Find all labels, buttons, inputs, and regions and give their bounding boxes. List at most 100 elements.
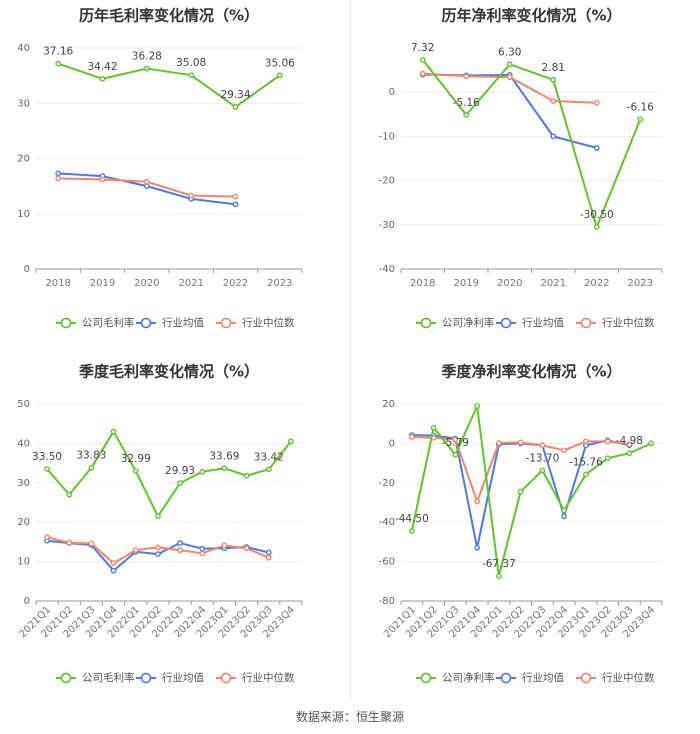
- y-tick-label: -40: [379, 517, 395, 528]
- y-tick-label: 30: [17, 478, 30, 489]
- data-point-median: [506, 74, 513, 81]
- data-point-median: [232, 193, 239, 200]
- y-tick-label: -30: [379, 220, 395, 231]
- data-point-company: [265, 466, 272, 473]
- data-point-median: [626, 441, 633, 448]
- data-point-company: [155, 513, 161, 520]
- data-point-median: [539, 442, 546, 449]
- data-label: -5.16: [453, 97, 480, 109]
- legend-marker: [140, 672, 152, 684]
- data-point-company: [430, 424, 437, 431]
- data-point-company: [44, 466, 50, 472]
- data-point-median: [593, 99, 600, 106]
- data-label: 2.81: [542, 62, 565, 74]
- data-label: -6.16: [627, 101, 654, 113]
- y-tick-label: 50: [17, 399, 30, 410]
- legend-label: 行业均值: [522, 316, 564, 329]
- data-point-median: [132, 547, 139, 554]
- series-line-company: [46, 430, 292, 518]
- data-point-median: [110, 560, 117, 567]
- y-tick-label: -60: [379, 557, 395, 568]
- data-point-avg: [155, 551, 161, 558]
- data-point-avg: [550, 133, 557, 140]
- legend-item-median: 行业中位数: [576, 316, 655, 329]
- x-tick-label: 2021: [178, 278, 203, 289]
- x-tick-label: 2020: [497, 278, 522, 289]
- chart-title: 季度毛利率变化情况（%）: [79, 363, 259, 381]
- data-point-avg: [110, 567, 117, 574]
- data-label: 33.69: [209, 450, 239, 462]
- data-point-median: [561, 447, 568, 454]
- data-point-median: [419, 70, 426, 77]
- y-tick-label: 10: [17, 209, 30, 220]
- data-point-company: [132, 468, 139, 474]
- data-label: -67.37: [482, 558, 516, 570]
- chart-title: 季度净利率变化情况（%）: [441, 363, 621, 381]
- chart-panel-1: 历年毛利率变化情况（%） 0 10 20 30 40 2018 2019 2020 2021 202…: [17, 7, 303, 329]
- legend-marker: [500, 317, 512, 329]
- data-label: 29.93: [165, 465, 195, 477]
- legend-item-avg: 行业均值: [136, 316, 204, 329]
- data-point-company: [221, 465, 228, 472]
- x-tick-label: 2022: [584, 278, 609, 289]
- x-tick-label: 2018: [410, 278, 435, 289]
- data-point-company: [582, 471, 589, 478]
- chart-title: 历年净利率变化情况（%）: [441, 7, 621, 25]
- data-label: 29.34: [220, 89, 250, 101]
- data-label: -5.79: [442, 437, 469, 449]
- y-tick-label: 0: [24, 596, 30, 607]
- data-point-median: [221, 542, 228, 549]
- data-point-median: [265, 554, 272, 561]
- y-tick-label: 0: [389, 438, 395, 449]
- legend-label: 行业均值: [162, 316, 204, 329]
- data-point-company: [177, 480, 183, 486]
- legend-label: 公司净利率: [442, 671, 495, 684]
- legend-label: 公司毛利率: [82, 316, 135, 329]
- data-point-median: [155, 544, 161, 551]
- data-point-median: [44, 534, 50, 541]
- data-point-median: [604, 438, 611, 445]
- data-label: -30.50: [580, 209, 614, 221]
- y-tick-label: 10: [17, 557, 30, 568]
- data-label: -4.98: [616, 435, 643, 447]
- x-tick-label: 2020: [134, 278, 159, 289]
- legend-marker: [220, 672, 232, 684]
- y-tick-label: 20: [17, 154, 30, 165]
- legend-label: 行业中位数: [242, 316, 295, 329]
- legend-marker: [420, 672, 432, 684]
- data-point-median: [495, 440, 502, 446]
- data-label: 33.42: [254, 451, 284, 463]
- x-tick-label: 2023: [628, 278, 653, 289]
- data-point-avg: [177, 540, 183, 546]
- data-point-company: [604, 455, 611, 462]
- data-point-median: [243, 545, 250, 552]
- data-point-median: [517, 439, 524, 446]
- chart-panel-4: 季度净利率变化情况（%）-80-60-40-200202021Q12021Q22…: [379, 363, 663, 684]
- data-point-company: [419, 56, 426, 63]
- x-tick-label: 2019: [454, 278, 479, 289]
- legend-label: 行业中位数: [602, 671, 655, 684]
- data-label: 33.83: [76, 450, 106, 462]
- data-point-company: [99, 75, 106, 82]
- legend-marker: [60, 317, 72, 329]
- data-point-company: [243, 472, 250, 479]
- data-point-company: [626, 450, 633, 457]
- data-point-company: [550, 76, 557, 83]
- source-footer: 数据来源：恒生聚源: [295, 710, 404, 724]
- data-point-company: [199, 468, 206, 475]
- data-point-median: [408, 433, 415, 440]
- x-tick-label: 2022: [223, 278, 248, 289]
- data-point-company: [495, 573, 502, 580]
- legend-marker: [140, 317, 152, 329]
- data-point-company: [463, 112, 470, 118]
- data-point-median: [188, 192, 195, 199]
- data-point-median: [143, 178, 150, 185]
- legend-marker: [580, 317, 592, 329]
- legend-label: 行业中位数: [242, 671, 295, 684]
- data-point-avg: [474, 544, 481, 551]
- legend-item-median: 行业中位数: [216, 671, 295, 684]
- legend-label: 行业中位数: [602, 316, 655, 329]
- vertical-divider: [350, 0, 351, 700]
- legend-item-company: 公司毛利率: [56, 316, 135, 329]
- data-label: 36.28: [132, 51, 162, 63]
